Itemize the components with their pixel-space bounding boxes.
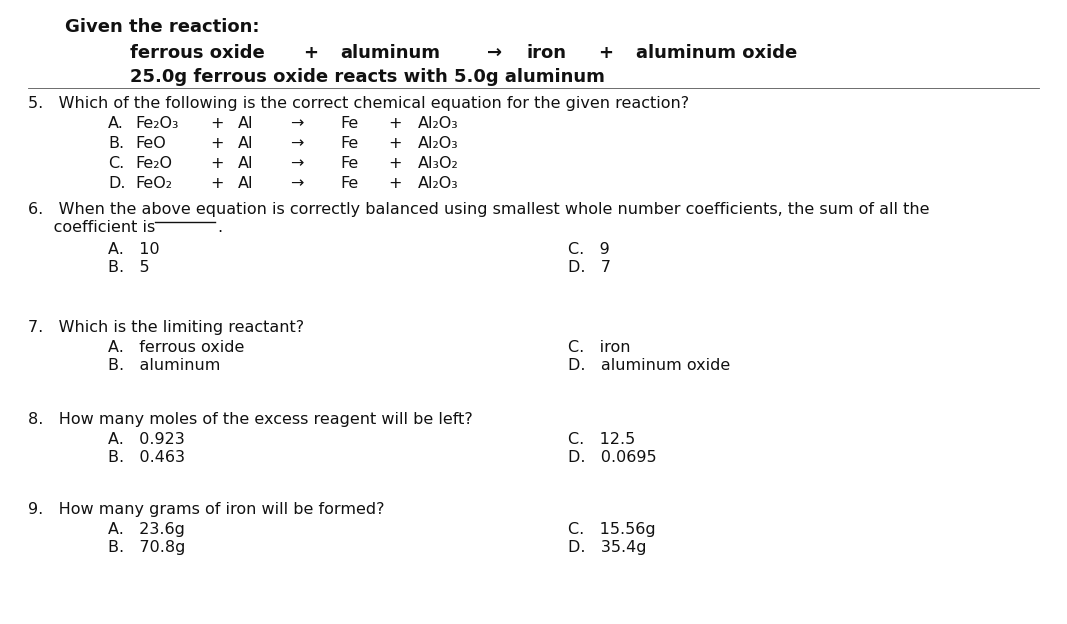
- Text: Al: Al: [238, 136, 254, 151]
- Text: C.: C.: [108, 156, 124, 171]
- Text: +: +: [388, 156, 401, 171]
- Text: B.   0.463: B. 0.463: [108, 450, 185, 465]
- Text: D.   0.0695: D. 0.0695: [568, 450, 656, 465]
- Text: C.   12.5: C. 12.5: [568, 432, 635, 447]
- Text: Fe: Fe: [340, 156, 359, 171]
- Text: 6.   When the above equation is correctly balanced using smallest whole number c: 6. When the above equation is correctly …: [28, 202, 929, 217]
- Text: Fe: Fe: [340, 116, 359, 131]
- Text: +: +: [210, 116, 223, 131]
- Text: aluminum: aluminum: [340, 44, 440, 62]
- Text: D.   7: D. 7: [568, 260, 611, 275]
- Text: aluminum oxide: aluminum oxide: [636, 44, 797, 62]
- Text: C.   9: C. 9: [568, 242, 609, 257]
- Text: D.: D.: [108, 176, 126, 191]
- Text: Al: Al: [238, 176, 254, 191]
- Text: A.   23.6g: A. 23.6g: [108, 522, 185, 537]
- Text: Al₃O₂: Al₃O₂: [418, 156, 459, 171]
- Text: 9.   How many grams of iron will be formed?: 9. How many grams of iron will be formed…: [28, 502, 384, 517]
- Text: 25.0g ferrous oxide reacts with 5.0g aluminum: 25.0g ferrous oxide reacts with 5.0g alu…: [130, 68, 605, 86]
- Text: A.   ferrous oxide: A. ferrous oxide: [108, 340, 244, 355]
- Text: B.   70.8g: B. 70.8g: [108, 540, 186, 555]
- Text: Al₂O₃: Al₂O₃: [418, 136, 459, 151]
- Text: A.: A.: [108, 116, 124, 131]
- Text: FeO₂: FeO₂: [136, 176, 172, 191]
- Text: B.   aluminum: B. aluminum: [108, 358, 221, 373]
- Text: 7.   Which is the limiting reactant?: 7. Which is the limiting reactant?: [28, 320, 304, 335]
- Text: Fe: Fe: [340, 176, 359, 191]
- Text: D.   aluminum oxide: D. aluminum oxide: [568, 358, 730, 373]
- Text: →: →: [290, 176, 303, 191]
- Text: Given the reaction:: Given the reaction:: [65, 18, 259, 36]
- Text: C.   15.56g: C. 15.56g: [568, 522, 655, 537]
- Text: C.   iron: C. iron: [568, 340, 631, 355]
- Text: ferrous oxide: ferrous oxide: [130, 44, 265, 62]
- Text: +: +: [210, 156, 223, 171]
- Text: +: +: [388, 116, 401, 131]
- Text: Al₂O₃: Al₂O₃: [418, 116, 459, 131]
- Text: iron: iron: [527, 44, 567, 62]
- Text: +: +: [303, 44, 318, 62]
- Text: Al₂O₃: Al₂O₃: [418, 176, 459, 191]
- Text: A.   10: A. 10: [108, 242, 160, 257]
- Text: +: +: [388, 136, 401, 151]
- Text: coefficient is: coefficient is: [28, 220, 156, 235]
- Text: +: +: [598, 44, 614, 62]
- Text: Al: Al: [238, 116, 254, 131]
- Text: →: →: [290, 156, 303, 171]
- Text: +: +: [388, 176, 401, 191]
- Text: Al: Al: [238, 156, 254, 171]
- Text: +: +: [210, 136, 223, 151]
- Text: 5.   Which of the following is the correct chemical equation for the given react: 5. Which of the following is the correct…: [28, 96, 689, 111]
- Text: 8.   How many moles of the excess reagent will be left?: 8. How many moles of the excess reagent …: [28, 412, 473, 427]
- Text: .: .: [217, 220, 222, 235]
- Text: D.   35.4g: D. 35.4g: [568, 540, 647, 555]
- Text: FeO: FeO: [136, 136, 165, 151]
- Text: B.: B.: [108, 136, 124, 151]
- Text: →: →: [487, 44, 503, 62]
- Text: →: →: [290, 116, 303, 131]
- Text: +: +: [210, 176, 223, 191]
- Text: Fe₂O₃: Fe₂O₃: [136, 116, 178, 131]
- Text: →: →: [290, 136, 303, 151]
- Text: B.   5: B. 5: [108, 260, 149, 275]
- Text: A.   0.923: A. 0.923: [108, 432, 185, 447]
- Text: Fe: Fe: [340, 136, 359, 151]
- Text: Fe₂O: Fe₂O: [136, 156, 172, 171]
